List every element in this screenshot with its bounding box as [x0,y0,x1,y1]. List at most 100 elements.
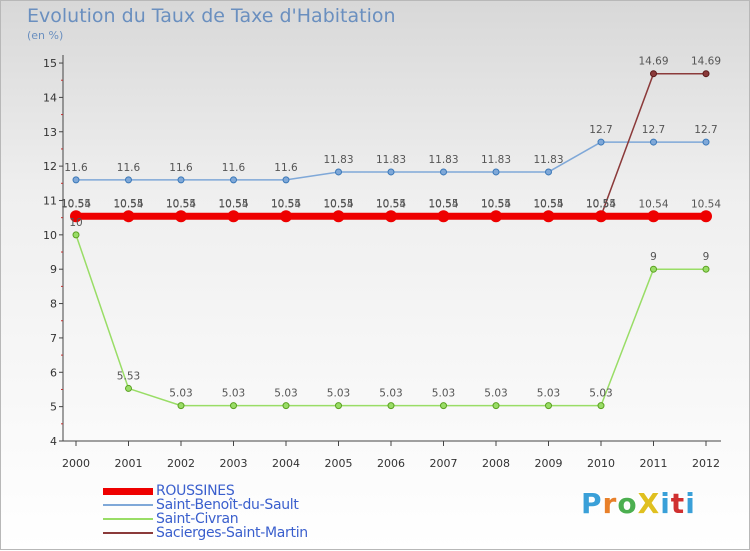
data-label: 10.55 [218,198,248,210]
legend-item-saint-civran: Saint-Civran [103,511,308,527]
legend-label: Saint-Civran [156,511,239,527]
x-tick-label: 2011 [640,457,668,470]
legend-item-sacierges-saint-martin: Sacierges-Saint-Martin [103,525,308,541]
data-label: 10.55 [271,198,301,210]
data-label: 11.6 [222,162,246,174]
y-tick-label: 12 [43,160,57,173]
data-label: 10.54 [533,198,563,210]
data-label: 11.83 [428,154,458,166]
y-tick-label: 13 [43,126,57,139]
data-point [387,168,395,176]
chart-legend: ROUSSINES Saint-Benoît-du-Sault Saint-Civr… [103,483,308,541]
data-point [650,138,657,146]
series-line [75,234,706,407]
data-label: 5.03 [274,388,297,400]
legend-swatch [103,518,153,520]
data-label: 5.03 [379,388,402,400]
x-tick-label: 2008 [482,457,510,470]
y-tick-label: 8 [50,298,57,311]
x-tick-label: 2010 [587,457,615,470]
data-label: 10.55 [323,198,353,210]
data-point [492,402,500,410]
data-point [650,265,657,273]
x-tick-label: 2012 [692,457,720,470]
series-roussines [70,210,712,223]
data-point [542,210,555,223]
data-point [595,210,607,223]
legend-item-roussines: ROUSSINES [103,483,308,499]
data-label: 10 [69,217,82,229]
series-saint-civran [72,231,710,410]
data-label: 10.54 [61,198,91,210]
series-line [76,72,706,217]
data-label: 10.54 [428,198,458,210]
series-sacierges-saint-martin [72,70,710,220]
y-tick-label: 7 [50,332,57,345]
data-point [387,402,395,410]
data-label: 12.7 [589,124,612,136]
data-label: 5.03 [222,388,245,400]
data-point [175,210,187,223]
data-point [282,402,290,410]
series-saint-benoit-du-sault [72,138,710,184]
data-label: 11.83 [481,154,511,166]
legend-label: Saint-Benoît-du-Sault [156,497,299,513]
data-point [597,138,605,146]
data-label: 11.6 [117,162,141,174]
data-label: 10.54 [586,198,616,210]
data-point [227,210,240,223]
data-label: 9 [650,251,657,263]
data-label: 10.55 [481,198,511,210]
data-label: 9 [703,251,710,263]
data-point [437,210,450,223]
data-point [440,402,447,410]
data-label: 12.7 [642,124,665,136]
y-tick-label: 15 [43,57,57,70]
data-point [490,210,502,223]
x-tick-label: 2007 [430,457,458,470]
data-point [72,176,80,184]
data-label: 11.83 [376,154,406,166]
data-point [385,210,397,223]
data-label: 10.55 [586,198,616,210]
data-label: 14.69 [691,56,721,68]
data-point [702,265,710,273]
data-label: 10.55 [61,198,91,210]
data-label: 10.54 [271,198,301,210]
data-point [282,176,290,184]
data-point [335,402,342,410]
data-point [177,402,185,410]
data-label: 11.83 [533,154,563,166]
data-label: 10.54 [113,198,143,210]
data-label: 10.55 [533,198,563,210]
data-point [125,384,132,392]
data-point [702,70,710,78]
data-label: 5.03 [327,388,350,400]
data-point [177,176,185,184]
data-label: 10.55 [113,198,143,210]
data-label: 5.03 [484,388,507,400]
series-layer [70,70,712,410]
data-point [70,210,82,223]
y-tick-label: 11 [43,194,57,207]
x-tick-label: 2006 [377,457,405,470]
data-point [440,168,447,176]
data-label: 5.03 [589,388,612,400]
data-point [335,168,342,176]
data-label: 10.54 [638,198,668,210]
legend-label: ROUSSINES [156,483,235,499]
data-label: 10.55 [166,198,196,210]
y-tick-label: 10 [43,229,57,242]
data-label: 11.6 [274,162,298,174]
data-label: 10.54 [166,198,196,210]
data-point [230,176,237,184]
data-point [597,402,605,410]
data-label: 10.54 [691,198,721,210]
data-point [492,168,500,176]
data-point [125,176,132,184]
data-labels-layer: 10.54 10.54 10.54 10.54 10.54 10.54 10.54 10.54… [61,56,721,400]
data-label: 10.54 [481,198,511,210]
data-label: 5.03 [169,388,192,400]
